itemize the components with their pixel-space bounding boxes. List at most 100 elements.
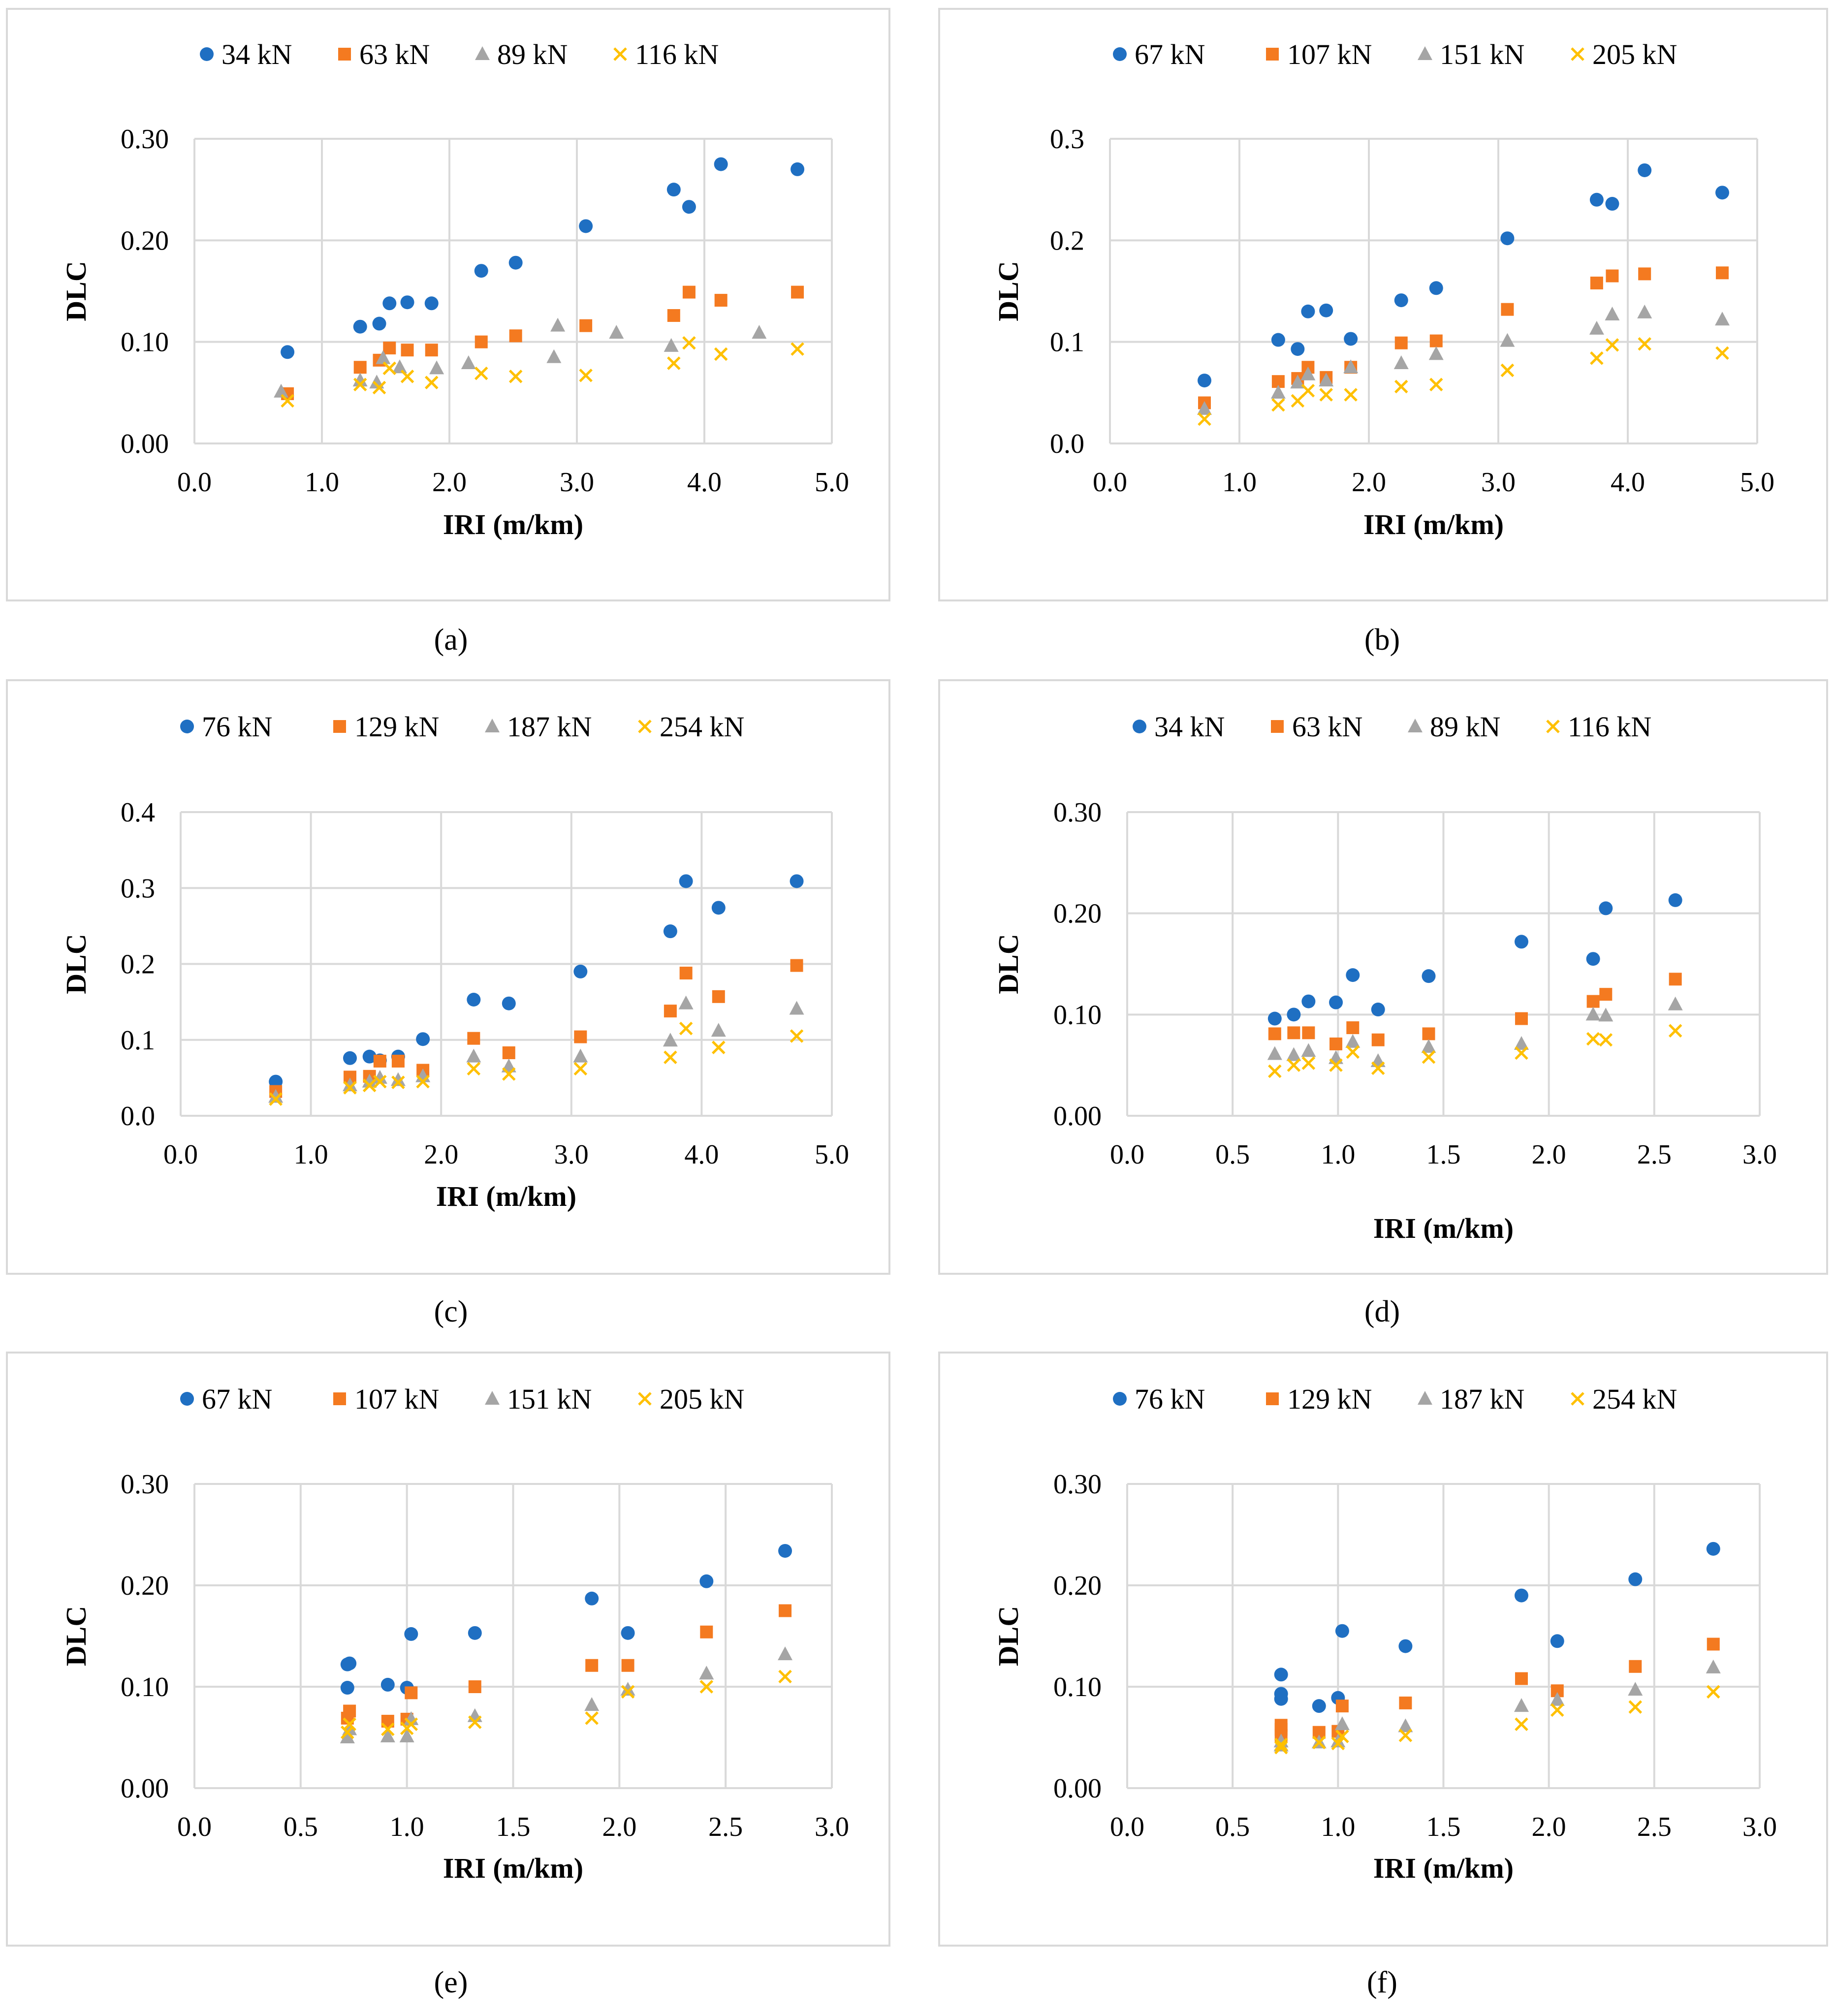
data-point xyxy=(1421,1039,1436,1053)
data-point xyxy=(1628,1572,1643,1586)
data-point xyxy=(401,344,414,357)
data-point xyxy=(1393,355,1409,369)
data-point xyxy=(579,319,593,332)
data-point xyxy=(269,1074,283,1089)
data-point xyxy=(1599,901,1613,915)
legend-label: 34 kN xyxy=(1154,711,1225,743)
data-point-stroke-b xyxy=(1515,1717,1528,1731)
x-axis-label: IRI (m/km) xyxy=(443,1852,583,1884)
data-point xyxy=(1628,1700,1643,1714)
legend-label: 67 kN xyxy=(202,1383,272,1415)
y-tick-label: 0.3 xyxy=(121,873,155,904)
data-point xyxy=(1638,267,1651,281)
data-point-stroke-b xyxy=(1715,346,1729,360)
data-point xyxy=(699,1666,714,1680)
x-tick-label: 3.0 xyxy=(554,1139,589,1170)
data-point xyxy=(1197,401,1212,415)
x-tick-label: 0.0 xyxy=(177,467,212,498)
data-point xyxy=(790,874,804,888)
data-point-stroke-b xyxy=(1371,1061,1385,1075)
data-point xyxy=(1335,1624,1349,1638)
data-point-stroke-b xyxy=(1638,337,1651,351)
data-point xyxy=(1346,1045,1360,1059)
data-point xyxy=(1319,388,1333,402)
panel-caption: (a) xyxy=(434,623,468,657)
legend-triangle-icon xyxy=(1418,1391,1432,1405)
x-tick-label: 1.0 xyxy=(1222,467,1257,498)
data-point xyxy=(1589,192,1604,207)
y-tick-label: 0.30 xyxy=(121,124,169,155)
data-point xyxy=(682,336,696,350)
data-point xyxy=(343,1656,357,1670)
data-point xyxy=(1605,338,1619,352)
legend-square-icon xyxy=(1271,720,1284,733)
data-point xyxy=(1429,334,1443,347)
x-tick-label: 0.5 xyxy=(1215,1812,1250,1842)
data-point xyxy=(502,996,516,1010)
data-point-stroke-b xyxy=(474,366,488,380)
data-point xyxy=(281,394,294,408)
data-point xyxy=(405,1686,418,1700)
data-point xyxy=(508,255,523,270)
data-point xyxy=(1707,1638,1720,1651)
data-point xyxy=(699,1680,714,1694)
data-point xyxy=(1270,384,1286,399)
data-point xyxy=(1301,383,1315,398)
legend-label: 34 kN xyxy=(221,38,292,70)
data-point xyxy=(573,1048,588,1063)
legend-cross-icon-stroke-b xyxy=(613,47,627,61)
y-axis-label: DLC xyxy=(60,261,92,321)
x-tick-label: 4.0 xyxy=(687,467,722,498)
data-point-stroke-b xyxy=(281,394,294,408)
data-point-stroke-b xyxy=(1590,351,1604,365)
data-point xyxy=(274,383,289,398)
data-point-stroke-b xyxy=(353,378,367,392)
data-point xyxy=(1334,1716,1350,1731)
chart-frame xyxy=(6,679,890,1275)
data-point xyxy=(353,361,367,374)
data-point xyxy=(1428,346,1444,360)
y-tick-label: 0.00 xyxy=(1053,1773,1102,1804)
data-point xyxy=(382,361,397,376)
data-point xyxy=(1394,336,1408,349)
x-tick-label: 0.5 xyxy=(284,1812,318,1842)
x-tick-label: 5.0 xyxy=(1740,467,1774,498)
legend-circle-icon xyxy=(1113,1392,1127,1406)
data-point xyxy=(1344,332,1358,346)
data-point xyxy=(1287,1008,1301,1022)
data-point xyxy=(1706,1659,1721,1673)
legend-label: 129 kN xyxy=(1287,1383,1372,1415)
data-point xyxy=(714,294,728,307)
data-point-stroke-b xyxy=(1605,338,1619,352)
data-point-stroke-b xyxy=(699,1680,714,1694)
data-point-stroke-b xyxy=(372,380,386,395)
data-point xyxy=(620,1682,635,1696)
legend-square-icon xyxy=(333,1392,346,1405)
y-tick-label: 0.10 xyxy=(121,1672,169,1702)
data-point xyxy=(353,319,367,334)
data-point xyxy=(1668,996,1683,1010)
data-point xyxy=(424,296,439,311)
data-point xyxy=(1715,186,1729,200)
legend-label: 205 kN xyxy=(1592,38,1677,70)
data-point xyxy=(1346,1021,1360,1035)
data-point-stroke-b xyxy=(1429,378,1443,392)
data-point xyxy=(1638,163,1652,177)
data-point xyxy=(343,1704,356,1718)
data-point xyxy=(1586,952,1600,966)
data-point-stroke-b xyxy=(790,1029,804,1043)
data-point xyxy=(1301,1043,1316,1057)
data-point xyxy=(391,1054,405,1068)
data-point xyxy=(342,1077,357,1092)
data-point-stroke-b xyxy=(508,370,523,383)
y-tick-label: 0.3 xyxy=(1050,124,1084,155)
data-point xyxy=(1268,1064,1282,1078)
y-tick-label: 0.20 xyxy=(121,1571,169,1601)
data-point xyxy=(1422,1027,1435,1040)
x-tick-label: 1.0 xyxy=(1321,1812,1355,1842)
data-point xyxy=(1599,1033,1613,1047)
data-point-stroke-b xyxy=(341,1725,354,1739)
data-point xyxy=(1197,374,1211,388)
data-point xyxy=(467,992,481,1007)
data-point xyxy=(468,1626,482,1640)
